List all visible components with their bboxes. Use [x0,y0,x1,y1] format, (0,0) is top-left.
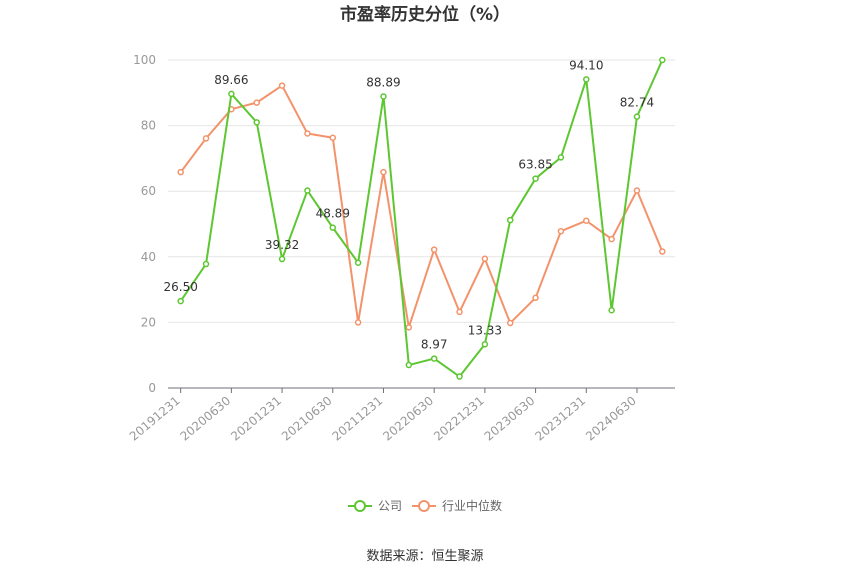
data-label: 13.33 [468,323,502,337]
series-line-0 [179,59,664,378]
x-tick-label: 20211231 [330,394,386,444]
x-axis: 2019123120200630202012312021063020211231… [127,387,675,444]
data-point [481,255,489,263]
data-point [456,373,463,380]
data-point [506,319,514,327]
x-tick-label: 20200630 [178,394,234,444]
data-point [557,154,565,161]
series-line-1 [179,84,664,329]
data-point [177,168,184,176]
y-tick-label: 100 [133,53,156,67]
legend-item-0[interactable]: 公司 [348,499,402,513]
data-label: 26.50 [163,280,197,294]
data-point [405,361,413,369]
x-tick-label: 20221231 [431,394,487,444]
data-point [304,187,311,194]
x-tick-label: 20240630 [583,394,639,444]
data-point [354,319,362,326]
x-tick-label: 20220630 [380,394,436,444]
x-tick-label: 20201231 [228,394,284,444]
y-axis-ticks: 0 20 40 60 80 100 [133,53,156,395]
data-point [405,324,413,331]
data-point [506,216,514,224]
data-point [608,235,615,243]
y-tick-label: 0 [148,381,156,395]
legend[interactable]: 公司 行业中位数 [348,498,502,513]
data-point [304,130,311,137]
data-point [532,175,539,182]
data-point [456,308,463,316]
data-point [253,99,260,106]
data-point [329,224,337,231]
x-tick-label: 20210630 [279,394,335,444]
data-labels: 26.50 89.66 39.32 48.89 88.89 8.97 13.33 63.85 9… [163,58,654,351]
data-point [583,76,590,83]
series-lines [177,56,666,380]
data-label: 89.66 [214,73,248,87]
legend-item-1[interactable]: 行业中位数 [412,498,502,513]
data-point [659,248,666,255]
legend-marker [418,500,430,512]
data-point [380,168,387,176]
data-label: 8.97 [421,338,448,352]
data-point [177,297,184,305]
data-point [354,259,362,266]
data-label: 39.32 [265,238,299,252]
data-point [430,355,438,362]
data-point [532,294,539,302]
data-point [481,341,489,348]
data-point [608,307,615,314]
x-tick-label: 20231231 [532,394,588,444]
data-point [228,90,235,98]
data-point [202,135,210,142]
y-tick-label: 40 [141,250,156,264]
data-point [557,227,565,235]
data-point [380,93,387,100]
legend-label: 公司 [378,499,402,513]
data-point [633,113,641,120]
chart-title: 市盈率历史分位（%） [340,4,510,25]
data-point [633,187,641,194]
data-label: 48.89 [316,207,350,221]
data-point [202,260,210,268]
y-tick-label: 20 [141,315,156,329]
source-note: 数据来源：恒生聚源 [366,549,483,564]
data-point [659,56,666,64]
data-point [430,246,438,253]
data-label: 82.74 [620,96,654,110]
legend-marker [354,500,366,512]
data-label: 63.85 [518,158,552,172]
data-point [278,255,286,263]
data-point [329,134,337,141]
legend-label: 行业中位数 [442,498,502,513]
data-label: 94.10 [569,58,603,72]
x-tick-label: 20191231 [127,394,183,444]
data-point [278,82,286,89]
data-label: 88.89 [366,75,400,89]
x-tick-label: 20230630 [482,394,538,444]
data-point [583,217,590,224]
y-tick-label: 80 [141,119,156,133]
data-point [253,119,260,126]
y-tick-label: 60 [141,184,156,198]
